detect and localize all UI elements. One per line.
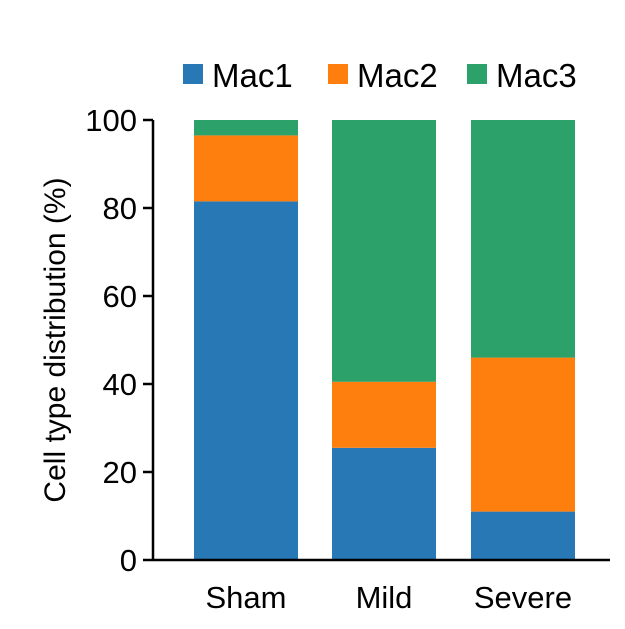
legend-label-mac1: Mac1 [212,57,293,94]
bar-mac2-severe [471,357,575,512]
legend-swatch-mac2 [328,64,348,84]
bar-mac3-mild [332,120,436,382]
x-ticks: Sham Mild Severe [206,580,573,615]
y-tick-label: 20 [103,455,137,490]
x-tick-label: Mild [356,580,413,615]
y-axis-label: Cell type distribution (%) [39,177,72,502]
legend-swatch-mac1 [183,64,203,84]
bar-mac3-sham [194,120,298,136]
x-tick-label: Sham [206,580,287,615]
bar-mac1-sham [194,201,298,560]
y-ticks: 0 20 40 60 80 100 [85,103,153,578]
bar-mac3-severe [471,120,575,358]
y-tick-label: 100 [85,103,137,138]
legend-label-mac2: Mac2 [357,57,438,94]
legend-label-mac3: Mac3 [496,57,577,94]
bar-mac2-mild [332,381,436,448]
bar-mac2-sham [194,135,298,202]
y-tick-label: 60 [103,279,137,314]
y-tick-label: 40 [103,367,137,402]
bars [194,120,575,560]
bar-mac1-severe [471,511,575,560]
x-tick-label: Severe [474,580,572,615]
legend: Mac1 Mac2 Mac3 [183,57,577,94]
legend-swatch-mac3 [467,64,487,84]
y-tick-label: 80 [103,191,137,226]
y-tick-label: 0 [120,543,137,578]
axes [151,120,610,562]
bar-mac1-mild [332,447,436,560]
